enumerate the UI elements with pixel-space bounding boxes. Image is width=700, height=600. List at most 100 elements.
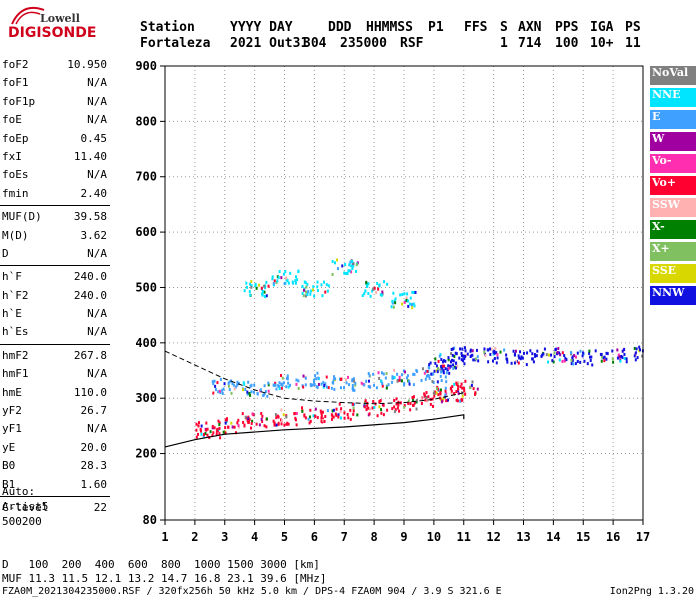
echo-point: [638, 345, 641, 349]
echo-point: [401, 302, 404, 306]
echo-point: [320, 416, 323, 420]
echo-point: [320, 414, 323, 418]
echo-point: [391, 407, 394, 411]
echo-point: [349, 408, 352, 412]
echo-point: [233, 387, 236, 391]
echo-point: [297, 386, 300, 390]
echo-point: [536, 349, 539, 353]
echo-point: [303, 413, 306, 417]
echo-point: [351, 402, 354, 406]
y-tick-label: 700: [135, 170, 157, 184]
param-row: h`Es N/A: [0, 323, 112, 341]
echo-point: [612, 360, 615, 364]
x-tick-label: 2: [191, 530, 198, 544]
param-separator: [0, 205, 110, 207]
echo-point: [349, 260, 352, 264]
echo-point: [218, 426, 221, 430]
param-label: foE: [2, 113, 22, 127]
echo-point: [282, 272, 285, 276]
echo-point: [304, 376, 307, 380]
echo-point: [272, 419, 275, 423]
echo-point: [289, 383, 292, 387]
echo-point: [258, 423, 261, 427]
legend-item: X+: [650, 242, 696, 261]
echo-point: [421, 367, 424, 371]
echo-point: [553, 351, 556, 355]
echo-point: [625, 357, 628, 361]
echo-point: [320, 411, 323, 415]
echo-point: [224, 418, 227, 422]
param-row: foE N/A: [0, 111, 112, 129]
echo-point: [547, 360, 550, 364]
echo-point: [519, 350, 522, 354]
echo-point: [503, 348, 506, 352]
echo-point: [351, 388, 354, 392]
echo-point: [261, 419, 264, 423]
echo-point: [219, 436, 222, 440]
param-value: N/A: [87, 113, 107, 127]
echo-point: [634, 351, 637, 355]
echo-point: [316, 371, 319, 375]
echo-point: [491, 359, 494, 363]
echo-point: [303, 288, 306, 292]
echo-point: [495, 351, 498, 355]
echo-point: [424, 394, 427, 398]
echo-point: [224, 431, 227, 435]
echo-point: [367, 372, 370, 376]
param-value: N/A: [87, 307, 107, 321]
echo-point: [275, 387, 278, 391]
echo-point: [462, 354, 465, 358]
echo-point: [363, 292, 366, 296]
echo-point: [557, 346, 560, 350]
echo-point: [339, 386, 342, 390]
echo-point: [570, 351, 573, 355]
echo-point: [579, 349, 582, 353]
echo-point: [335, 413, 338, 417]
echo-point: [457, 384, 460, 388]
echo-point: [315, 377, 318, 381]
echo-point: [248, 290, 251, 294]
echo-point: [543, 347, 546, 351]
echo-point: [396, 372, 399, 376]
param-separator: [0, 343, 110, 345]
echo-point: [411, 306, 414, 310]
echo-point: [487, 360, 490, 364]
echo-point: [316, 416, 319, 420]
echo-point: [353, 388, 356, 392]
param-label: foEs: [2, 168, 29, 182]
echo-point: [274, 383, 277, 387]
echo-point: [375, 386, 378, 390]
echo-point: [447, 364, 450, 368]
echo-point: [547, 353, 550, 357]
echo-point: [365, 408, 368, 412]
echo-point: [265, 294, 268, 298]
echo-point: [215, 429, 218, 433]
echo-point: [304, 416, 307, 420]
echo-point: [499, 350, 502, 354]
param-row: fxI 11.40: [0, 148, 112, 166]
echo-point: [225, 417, 228, 421]
echo-point: [255, 286, 258, 290]
echo-point: [275, 423, 278, 427]
echo-point: [427, 365, 430, 369]
header-value: Fortaleza: [140, 36, 211, 51]
echo-point: [470, 383, 473, 387]
echo-point: [406, 374, 409, 378]
echo-point: [320, 382, 323, 386]
echo-point: [373, 286, 376, 290]
digisonde-logo-icon: [11, 6, 45, 25]
param-value: 10.950: [67, 58, 107, 71]
param-label: B0: [2, 459, 16, 473]
header-value: RSF: [400, 36, 424, 51]
echo-point: [556, 350, 559, 354]
echo-point: [276, 414, 279, 418]
echo-point: [361, 294, 364, 298]
echo-point: [352, 386, 355, 390]
echo-point: [204, 431, 207, 435]
param-row: M(D) 3.62: [0, 227, 112, 245]
echo-point: [403, 292, 406, 296]
x-tick-label: 1: [161, 530, 168, 544]
echo-point: [428, 363, 431, 367]
echo-point: [325, 385, 328, 389]
echo-point: [212, 382, 215, 386]
